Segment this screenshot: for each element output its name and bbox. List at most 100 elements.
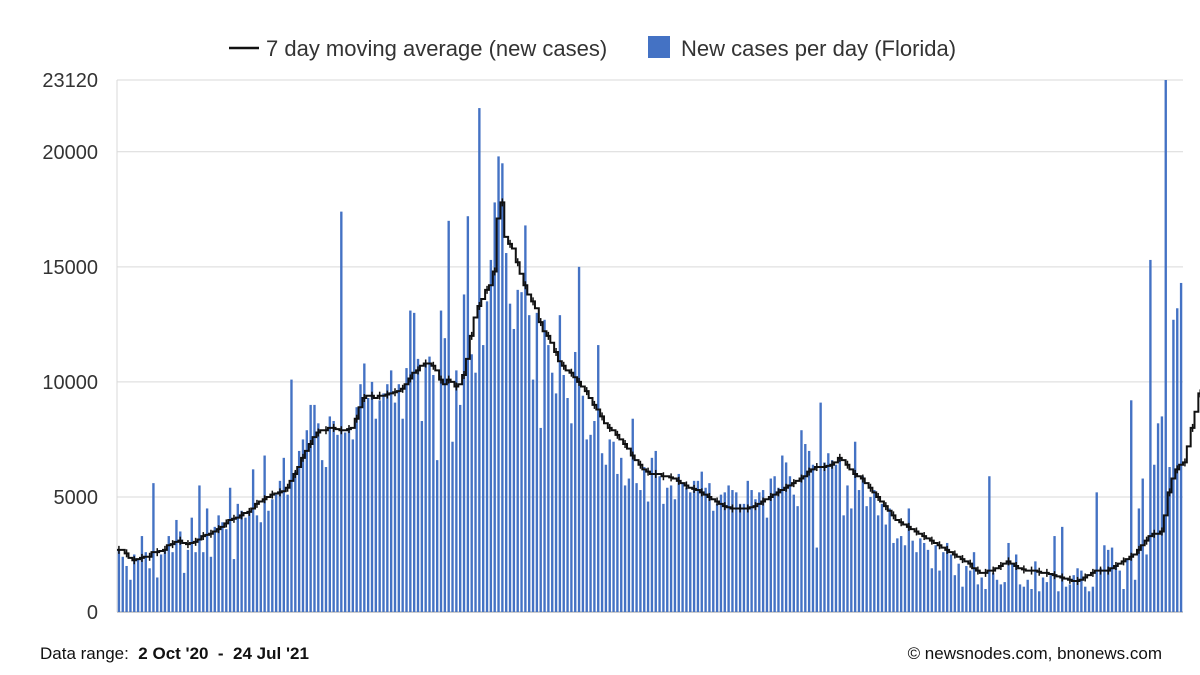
bar: [896, 538, 899, 612]
bar: [616, 473, 619, 612]
bar: [401, 418, 404, 612]
bar: [1103, 545, 1106, 612]
bar: [1045, 582, 1049, 612]
bar: [1126, 559, 1129, 612]
bar: [581, 395, 585, 612]
bar: [631, 418, 634, 612]
bar: [1049, 575, 1052, 612]
bar: [562, 374, 565, 612]
bar: [938, 570, 941, 612]
bar: [1087, 591, 1091, 612]
bar: [416, 358, 420, 612]
bar: [746, 480, 749, 612]
bar: [443, 338, 447, 612]
bar: [182, 572, 186, 612]
bar: [884, 524, 888, 612]
bar: [1179, 282, 1183, 612]
bar: [489, 259, 493, 612]
bar: [1110, 547, 1114, 612]
bar: [669, 485, 673, 612]
bar: [366, 398, 370, 612]
bar: [397, 384, 401, 612]
bar: [1030, 588, 1033, 612]
bar: [1072, 575, 1075, 612]
bar: [1114, 565, 1118, 612]
bar: [202, 552, 205, 612]
bar: [654, 450, 657, 612]
bar: [719, 494, 723, 612]
bar: [148, 568, 151, 612]
bar: [1156, 423, 1160, 612]
bar: [179, 531, 182, 612]
bar: [305, 430, 308, 612]
bar: [493, 202, 496, 612]
bar: [336, 434, 339, 612]
bar: [646, 501, 650, 612]
y-tick-label: 23120: [42, 70, 98, 92]
bar: [531, 379, 535, 612]
bar: [689, 492, 692, 612]
bar: [290, 379, 293, 612]
bar: [1133, 579, 1137, 612]
bar: [455, 370, 458, 612]
bar: [156, 577, 159, 612]
bar: [819, 402, 822, 612]
moving-average-series: [117, 198, 1200, 585]
bar: [370, 381, 374, 612]
bar: [758, 492, 761, 612]
bar: [945, 542, 949, 612]
bar: [961, 586, 964, 612]
y-tick-label: 0: [87, 602, 98, 624]
y-tick-label: 20000: [42, 142, 98, 164]
bar: [899, 536, 903, 612]
bar: [968, 570, 972, 612]
bar: [409, 310, 412, 612]
bar: [1149, 259, 1152, 612]
bar: [328, 416, 332, 612]
bar: [439, 310, 443, 612]
bar: [505, 253, 508, 612]
bar: [1057, 591, 1060, 612]
bar: [343, 432, 347, 612]
bar: [853, 441, 857, 612]
bar: [903, 545, 907, 612]
bar: [543, 319, 546, 612]
bar: [251, 469, 255, 612]
bar: [738, 503, 742, 612]
bar: [462, 294, 466, 612]
bar: [827, 453, 830, 612]
data-range: Data range: 2 Oct '20 - 24 Jul '21: [40, 644, 309, 664]
bar: [244, 517, 247, 612]
bar: [700, 471, 703, 612]
bar: [919, 538, 922, 612]
bar: [140, 536, 144, 612]
bar: [589, 434, 592, 612]
bar: [516, 289, 519, 612]
bar: [282, 457, 285, 612]
bar: [922, 542, 926, 612]
bar: [873, 490, 876, 612]
bar: [121, 556, 124, 612]
bar: [528, 315, 531, 612]
bar: [907, 508, 911, 612]
y-tick-label: 10000: [42, 372, 98, 394]
bar: [332, 421, 335, 612]
bar: [259, 522, 262, 612]
bar: [980, 577, 983, 612]
bar: [784, 462, 788, 612]
bar: [554, 393, 558, 612]
bar: [727, 485, 730, 612]
bar: [412, 312, 416, 612]
bar: [432, 374, 435, 612]
bar: [965, 565, 968, 612]
bar: [363, 363, 366, 612]
legend-bar-label: New cases per day (Florida): [681, 36, 956, 61]
data-range-value: 2 Oct '20 - 24 Jul '21: [138, 644, 309, 663]
bar: [512, 328, 516, 612]
bar: [807, 450, 811, 612]
bar: [953, 575, 957, 612]
bar: [393, 402, 397, 612]
bar: [255, 515, 259, 612]
bar: [186, 549, 190, 612]
